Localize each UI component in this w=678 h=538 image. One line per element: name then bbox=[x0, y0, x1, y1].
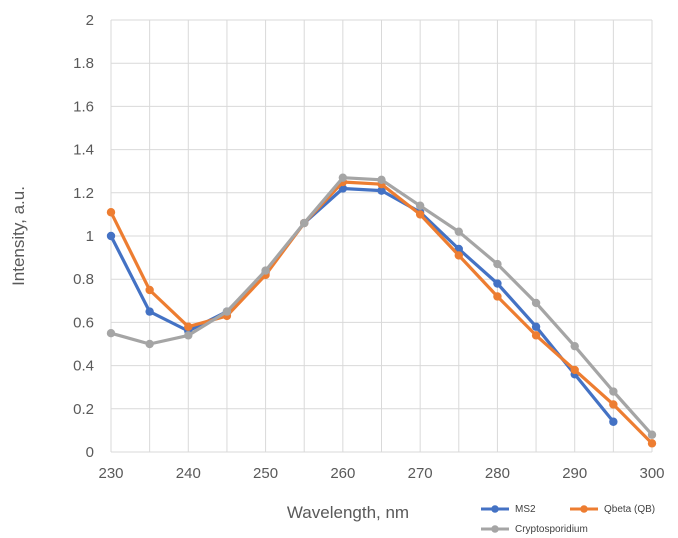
y-tick-label: 1.4 bbox=[73, 142, 94, 159]
data-point bbox=[377, 186, 386, 195]
data-point bbox=[493, 259, 502, 269]
y-tick-label: 0.8 bbox=[73, 271, 94, 288]
y-tick-label: 0 bbox=[86, 444, 94, 461]
series-line bbox=[109, 186, 616, 424]
tick-labels: 0 0.2 0.4 0.6 0.8 1 1.2 1.4 1.6 1.8 2 230 240 250 260 2… bbox=[73, 12, 664, 482]
data-point bbox=[493, 279, 502, 288]
data-point bbox=[184, 322, 193, 331]
data-point bbox=[531, 331, 541, 340]
y-tick-label: 0.2 bbox=[73, 401, 94, 418]
legend-marker bbox=[491, 525, 499, 533]
legend-marker bbox=[491, 505, 499, 513]
y-tick-label: 1.2 bbox=[73, 185, 94, 202]
y-axis-title: Intensity, a.u. bbox=[9, 186, 28, 286]
data-point bbox=[493, 292, 502, 301]
data-point bbox=[106, 329, 116, 338]
series-ms2 bbox=[106, 184, 618, 426]
y-tick-label: 1.6 bbox=[73, 98, 94, 115]
legend-label: Qbeta (QB) bbox=[604, 504, 655, 515]
y-tick-label: 1.8 bbox=[73, 55, 94, 72]
y-tick-label: 0.6 bbox=[73, 314, 94, 331]
data-point bbox=[145, 307, 154, 316]
data-point bbox=[145, 339, 154, 349]
data-point bbox=[570, 365, 579, 375]
data-point bbox=[415, 210, 425, 219]
legend-item-ms2: MS2 bbox=[481, 504, 536, 515]
legend: MS2 Qbeta (QB) Cryptosporidium bbox=[481, 504, 655, 535]
data-point bbox=[106, 231, 116, 241]
series-cryptosporidium bbox=[106, 173, 657, 439]
x-tick-label: 270 bbox=[408, 465, 433, 482]
data-point bbox=[454, 227, 463, 236]
data-point bbox=[570, 341, 579, 351]
legend-label: MS2 bbox=[515, 504, 536, 515]
data-point bbox=[609, 387, 618, 396]
y-tick-label: 1 bbox=[86, 228, 94, 245]
x-tick-label: 300 bbox=[639, 465, 664, 482]
data-point bbox=[106, 208, 116, 217]
data-point bbox=[454, 251, 463, 260]
grid bbox=[110, 19, 653, 453]
data-point bbox=[531, 322, 541, 331]
legend-label: Cryptosporidium bbox=[515, 524, 588, 535]
x-tick-label: 240 bbox=[176, 465, 201, 482]
legend-item-cryptosporidium: Cryptosporidium bbox=[481, 524, 588, 535]
data-point bbox=[609, 400, 618, 409]
data-point bbox=[377, 175, 386, 185]
data-point bbox=[300, 218, 309, 228]
x-tick-label: 290 bbox=[562, 465, 587, 482]
x-axis-title: Wavelength, nm bbox=[287, 503, 409, 522]
data-point bbox=[415, 201, 425, 210]
data-point bbox=[647, 439, 657, 448]
legend-marker bbox=[580, 505, 588, 513]
x-tick-label: 260 bbox=[330, 465, 355, 482]
data-point bbox=[647, 430, 657, 439]
data-point bbox=[222, 307, 232, 316]
x-tick-label: 230 bbox=[98, 465, 123, 482]
data-point bbox=[338, 173, 348, 182]
y-tick-label: 2 bbox=[86, 12, 94, 29]
data-point bbox=[145, 285, 154, 295]
data-point bbox=[609, 417, 618, 426]
data-point bbox=[184, 331, 193, 340]
plot-area bbox=[106, 173, 657, 448]
y-tick-label: 0.4 bbox=[73, 358, 94, 375]
x-tick-label: 250 bbox=[253, 465, 278, 482]
data-point bbox=[531, 298, 541, 308]
x-tick-label: 280 bbox=[485, 465, 510, 482]
data-point bbox=[261, 266, 270, 275]
legend-item-qbeta-qb: Qbeta (QB) bbox=[570, 504, 655, 515]
